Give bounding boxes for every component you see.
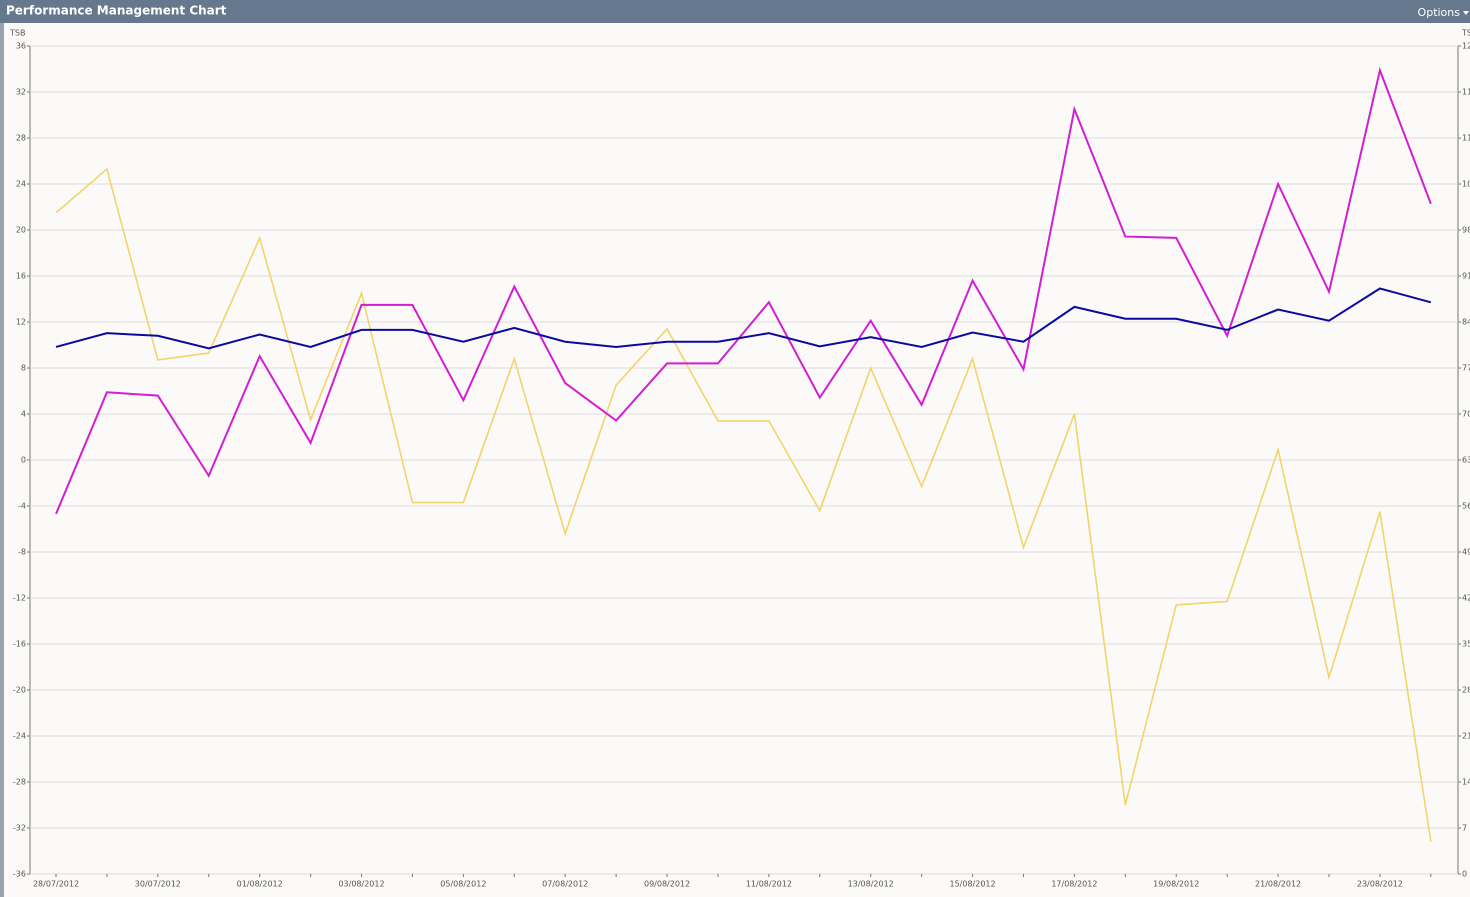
options-menu[interactable]: Options (1418, 6, 1461, 19)
x-tick-label: 19/08/2012 (1153, 880, 1199, 889)
y-tick-label: -32 (13, 824, 26, 833)
y2-tick-label: 98 (1462, 226, 1470, 235)
x-tick-label: 01/08/2012 (237, 880, 283, 889)
y2-tick-label: 14 (1462, 778, 1470, 787)
x-tick-label: 13/08/2012 (848, 880, 894, 889)
frame-edge (0, 23, 4, 897)
y-tick-label: 36 (16, 42, 26, 51)
y2-tick-label: 84 (1462, 318, 1470, 327)
y-axis-label: TSB (9, 29, 25, 38)
y-tick-label: -20 (13, 686, 26, 695)
y2-tick-label: 28 (1462, 686, 1470, 695)
y2-tick-label: 49 (1462, 548, 1470, 557)
series-line (55, 66, 1432, 515)
y-tick-label: 20 (16, 226, 26, 235)
y2-tick-label: 70 (1462, 410, 1470, 419)
y-tick-label: 16 (16, 272, 26, 281)
x-tick-label: 05/08/2012 (440, 880, 486, 889)
x-tick-label: 23/08/2012 (1357, 880, 1403, 889)
title-bar (0, 0, 1470, 23)
y-tick-label: -16 (13, 640, 26, 649)
y-tick-label: -12 (13, 594, 26, 603)
x-tick-label: 21/08/2012 (1255, 880, 1301, 889)
x-tick-label: 07/08/2012 (542, 880, 588, 889)
series-line (55, 167, 1432, 842)
y-tick-label: 4 (21, 410, 26, 419)
y-tick-label: -36 (13, 870, 26, 879)
y2-tick-label: 63 (1462, 456, 1470, 465)
y-tick-label: 28 (16, 134, 26, 143)
y-tick-label: 0 (21, 456, 26, 465)
x-tick-label: 28/07/2012 (33, 880, 79, 889)
y-tick-label: -4 (18, 502, 26, 511)
x-tick-label: 17/08/2012 (1051, 880, 1097, 889)
y2-axis-label: TS (1461, 29, 1470, 38)
y-tick-label: -8 (18, 548, 26, 557)
y2-tick-label: 56 (1462, 502, 1470, 511)
x-tick-label: 09/08/2012 (644, 880, 690, 889)
series-line (55, 287, 1432, 350)
x-tick-label: 15/08/2012 (950, 880, 996, 889)
y2-tick-label: 21 (1462, 732, 1470, 741)
y2-tick-label: 119 (1462, 88, 1470, 97)
y-tick-label: 32 (16, 88, 26, 97)
y2-tick-label: 112 (1462, 134, 1470, 143)
y2-tick-label: 35 (1462, 640, 1470, 649)
y-tick-label: 24 (16, 180, 26, 189)
y2-tick-label: 7 (1462, 824, 1467, 833)
x-tick-label: 03/08/2012 (338, 880, 384, 889)
y2-tick-label: 77 (1462, 364, 1470, 373)
y2-tick-label: 91 (1462, 272, 1470, 281)
x-tick-label: 30/07/2012 (135, 880, 181, 889)
y2-tick-label: 42 (1462, 594, 1470, 603)
x-tick-label: 11/08/2012 (746, 880, 792, 889)
y2-tick-label: 0 (1462, 870, 1467, 879)
y-tick-label: -24 (13, 732, 26, 741)
y-tick-label: 12 (16, 318, 26, 327)
options-arrow[interactable] (1463, 11, 1469, 15)
y-tick-label: -28 (13, 778, 26, 787)
window-title: Performance Management Chart (6, 4, 227, 18)
y2-tick-label: 126 (1462, 42, 1470, 51)
y2-tick-label: 105 (1462, 180, 1470, 189)
y-tick-label: 8 (21, 364, 26, 373)
